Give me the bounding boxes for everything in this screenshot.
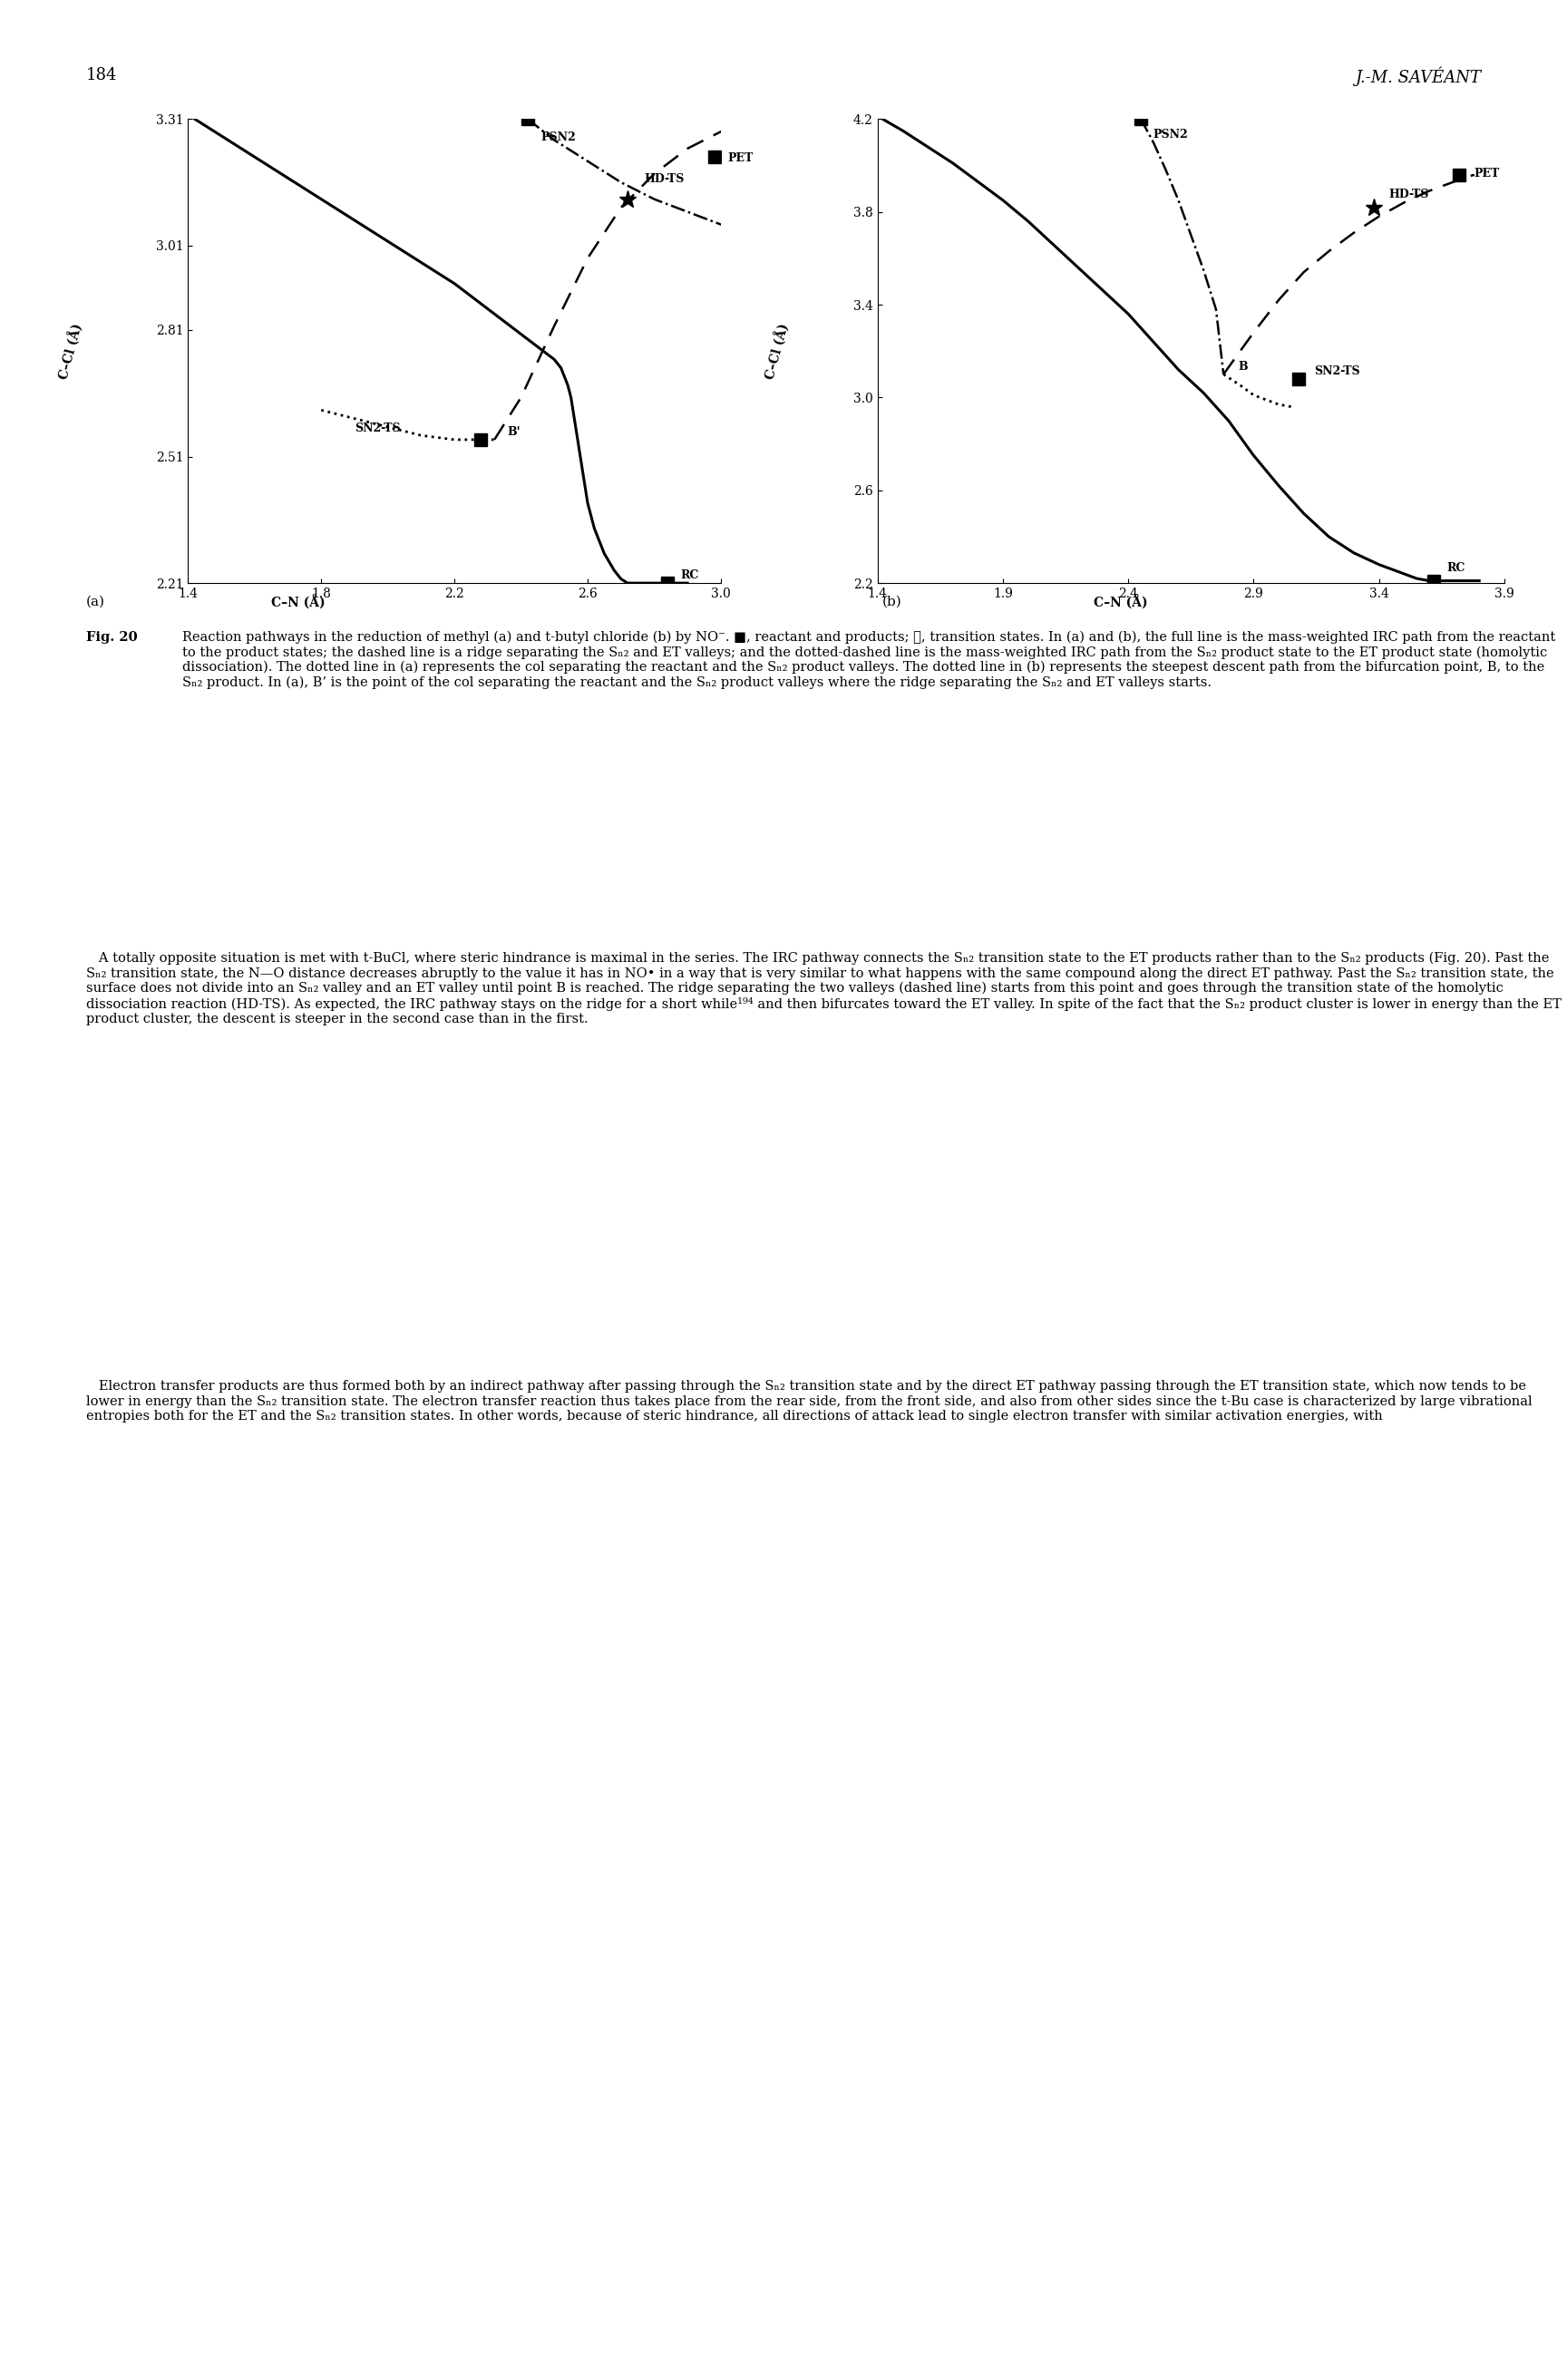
Text: (a): (a)	[86, 595, 105, 607]
Text: HD-TS: HD-TS	[1388, 188, 1429, 200]
Text: C–Cl (Å): C–Cl (Å)	[56, 321, 85, 381]
Text: SN2-TS: SN2-TS	[1313, 364, 1360, 376]
Text: PET: PET	[1475, 169, 1500, 181]
Text: PSN2: PSN2	[541, 131, 577, 143]
Text: SN2-TS: SN2-TS	[354, 421, 401, 433]
Text: C–N (Å): C–N (Å)	[1094, 595, 1147, 609]
Text: PSN2: PSN2	[1153, 129, 1188, 140]
Text: HD-TS: HD-TS	[644, 174, 685, 186]
Text: B': B'	[508, 426, 520, 438]
Text: RC: RC	[1446, 562, 1465, 574]
Text: A totally opposite situation is met with t-BuCl, where steric hindrance is maxim: A totally opposite situation is met with…	[86, 952, 1561, 1026]
Text: Electron transfer products are thus formed both by an indirect pathway after pas: Electron transfer products are thus form…	[86, 1380, 1533, 1423]
Text: Fig. 20: Fig. 20	[86, 631, 138, 643]
Text: Reaction pathways in the reduction of methyl (a) and t-butyl chloride (b) by NO⁻: Reaction pathways in the reduction of me…	[182, 631, 1556, 690]
Text: PET: PET	[727, 152, 754, 164]
Text: C–Cl (Å): C–Cl (Å)	[763, 321, 791, 381]
Text: (b): (b)	[882, 595, 903, 607]
Text: B: B	[1238, 359, 1249, 371]
Text: C–N (Å): C–N (Å)	[271, 595, 324, 609]
Text: J.-M. SAVÉANT: J.-M. SAVÉANT	[1355, 67, 1481, 86]
Text: RC: RC	[680, 569, 699, 581]
Text: 184: 184	[86, 67, 118, 83]
